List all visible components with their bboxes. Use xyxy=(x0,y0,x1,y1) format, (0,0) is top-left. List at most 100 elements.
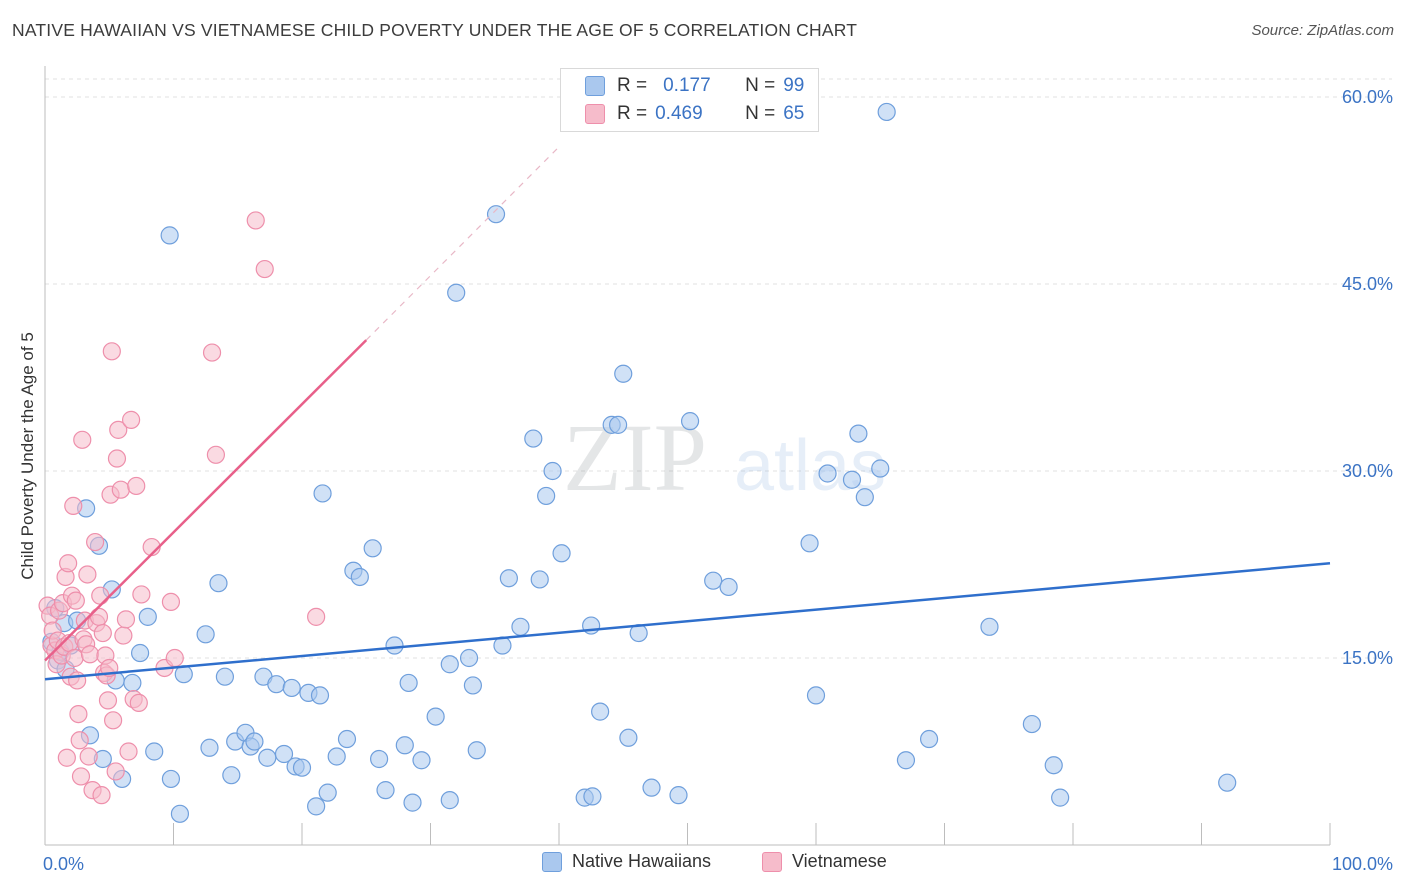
data-point xyxy=(98,691,118,710)
data-point xyxy=(669,786,688,805)
data-point xyxy=(486,205,506,224)
data-point xyxy=(68,671,87,690)
data-point xyxy=(70,731,89,750)
data-point xyxy=(318,783,337,802)
data-point xyxy=(246,211,265,230)
data-point xyxy=(800,534,819,553)
data-point xyxy=(619,728,638,747)
data-point xyxy=(313,484,332,503)
data-point xyxy=(642,778,661,797)
data-point xyxy=(107,449,127,468)
data-point xyxy=(818,464,837,483)
data-point xyxy=(59,554,78,573)
data-point xyxy=(426,707,445,726)
data-point xyxy=(350,567,369,587)
legend-row-blue: R = 0.177 N = 99 xyxy=(585,74,804,98)
legend-n-value: 65 xyxy=(783,103,805,124)
data-point xyxy=(196,625,215,644)
data-point xyxy=(896,751,916,770)
legend-n-value: 99 xyxy=(783,75,805,96)
chart-title: NATIVE HAWAIIAN VS VIETNAMESE CHILD POVE… xyxy=(12,20,858,40)
data-point xyxy=(71,767,91,786)
legend-n-label: N = xyxy=(745,103,776,124)
x-tick-label: 100.0% xyxy=(1332,854,1393,874)
data-point xyxy=(119,742,138,761)
data-point xyxy=(337,729,357,749)
data-point xyxy=(609,415,628,434)
data-point xyxy=(467,741,486,760)
data-point xyxy=(552,544,571,563)
data-point xyxy=(121,410,141,429)
legend: R = 0.177 N = 99 R = 0.469 N = 65 xyxy=(560,68,819,132)
data-point xyxy=(447,283,466,302)
data-point xyxy=(206,445,226,464)
y-tick-label: 60.0% xyxy=(1342,87,1393,107)
data-point xyxy=(307,607,326,626)
legend-r-value: 0.469 xyxy=(655,103,703,124)
y-tick-label: 30.0% xyxy=(1342,461,1393,481)
data-point xyxy=(104,711,123,730)
data-point xyxy=(719,577,738,597)
data-point xyxy=(215,667,234,686)
bottom-legend-blue: Native Hawaiians xyxy=(542,851,711,872)
trend-lines xyxy=(44,146,1331,681)
data-point xyxy=(123,673,142,693)
data-point xyxy=(327,747,346,766)
legend-label-vietnamese: Vietnamese xyxy=(792,851,887,871)
data-point xyxy=(403,793,422,812)
data-point xyxy=(78,565,97,584)
data-point xyxy=(80,645,100,664)
data-point xyxy=(109,420,128,439)
data-point xyxy=(704,571,723,590)
data-point xyxy=(292,758,312,777)
data-point xyxy=(440,791,459,810)
data-point xyxy=(591,702,610,721)
data-point xyxy=(530,570,549,589)
data-point xyxy=(57,748,76,767)
data-point xyxy=(69,704,88,724)
data-point xyxy=(92,786,111,805)
legend-swatch-pink xyxy=(762,851,782,872)
series-vietnamese xyxy=(38,211,326,805)
data-point xyxy=(255,259,274,279)
y-axis-label: Child Poverty Under the Age of 5 xyxy=(18,332,37,580)
x-tick-label: 0.0% xyxy=(43,854,84,874)
data-point xyxy=(170,804,190,823)
y-tick-label: 15.0% xyxy=(1342,648,1393,668)
data-point xyxy=(1044,756,1063,775)
data-point xyxy=(363,539,382,558)
data-point xyxy=(412,751,431,770)
legend-r-label: R = xyxy=(617,103,648,124)
data-point xyxy=(463,676,483,695)
data-point xyxy=(1218,773,1237,792)
data-point xyxy=(524,429,543,448)
data-point xyxy=(138,607,157,626)
data-point xyxy=(209,574,228,593)
data-point xyxy=(165,648,184,668)
legend-row-pink: R = 0.469 N = 65 xyxy=(585,102,804,126)
data-point xyxy=(132,585,151,604)
trend-line-vietnamese xyxy=(44,339,368,662)
data-point xyxy=(980,617,999,636)
data-point xyxy=(200,738,219,757)
data-point xyxy=(1051,788,1070,807)
y-tick-label: 45.0% xyxy=(1342,274,1393,294)
bottom-legend-pink: Vietnamese xyxy=(762,851,887,872)
data-point xyxy=(849,424,868,443)
data-point xyxy=(66,591,85,610)
data-point xyxy=(116,610,136,629)
axes xyxy=(44,66,1331,846)
series-native-hawaiians xyxy=(42,102,1237,823)
data-point xyxy=(102,342,121,361)
data-point xyxy=(806,686,826,705)
trend-line-native-hawaiians xyxy=(44,562,1331,681)
legend-label-native-hawaiians: Native Hawaiians xyxy=(572,851,712,871)
data-point xyxy=(395,736,414,755)
data-point xyxy=(680,412,700,431)
data-point xyxy=(258,748,277,767)
data-point xyxy=(440,655,459,674)
source-label: Source: ZipAtlas.com xyxy=(1251,22,1394,39)
data-point xyxy=(307,797,326,816)
data-point xyxy=(161,769,181,789)
